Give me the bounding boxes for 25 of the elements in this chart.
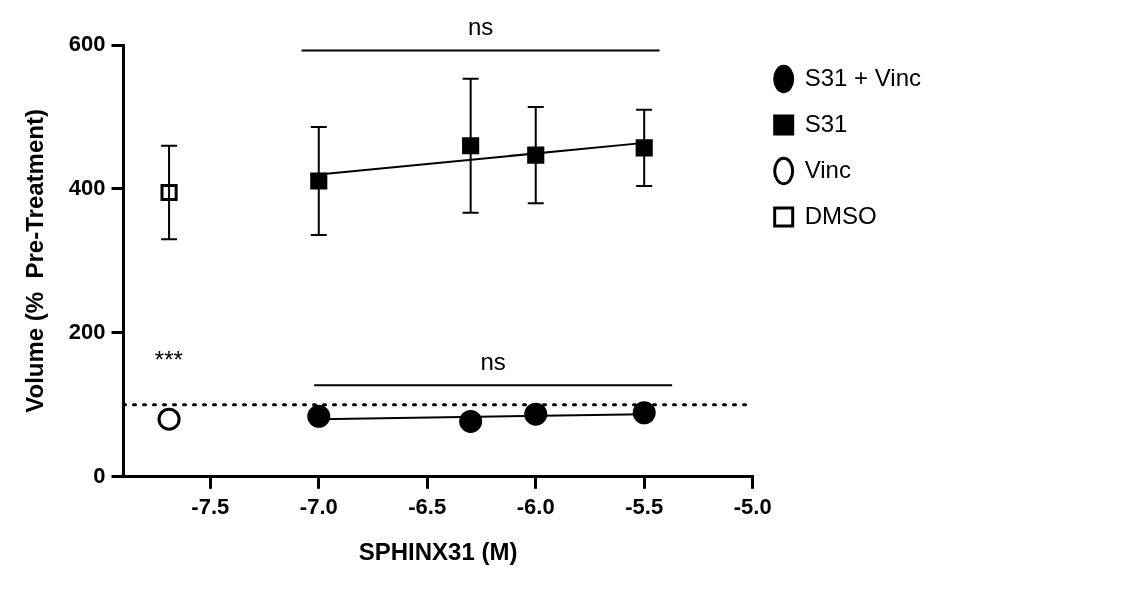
x-tick-label: -7.5: [191, 494, 230, 520]
y-tick-label: 0: [93, 462, 106, 488]
legend-label: S31 + Vinc: [804, 63, 921, 91]
y-axis-title: Volume (% Pre-Treatment): [21, 109, 49, 413]
y-tick-label: 600: [68, 31, 106, 57]
annotation: ***: [154, 345, 183, 373]
legend-label: S31: [804, 109, 848, 137]
x-tick-label: -5.0: [733, 494, 772, 520]
x-tick-label: -6.5: [408, 494, 447, 520]
y-tick-label: 200: [68, 318, 106, 344]
point: [524, 402, 548, 426]
point: [310, 172, 328, 190]
point: [632, 401, 656, 425]
x-tick-label: -5.5: [625, 494, 664, 520]
point: [307, 404, 331, 428]
legend-label: DMSO: [804, 201, 877, 229]
x-tick-label: -7.0: [299, 494, 338, 520]
point: [459, 409, 483, 433]
y-tick-label: 400: [68, 175, 106, 200]
x-axis-title: SPHINX31 (M): [358, 538, 518, 566]
x-tick-label: -6.0: [516, 494, 555, 520]
annotation: ns: [480, 347, 506, 375]
point: [157, 407, 181, 431]
legend-label: Vinc: [804, 155, 851, 183]
text: ns: [467, 13, 494, 41]
